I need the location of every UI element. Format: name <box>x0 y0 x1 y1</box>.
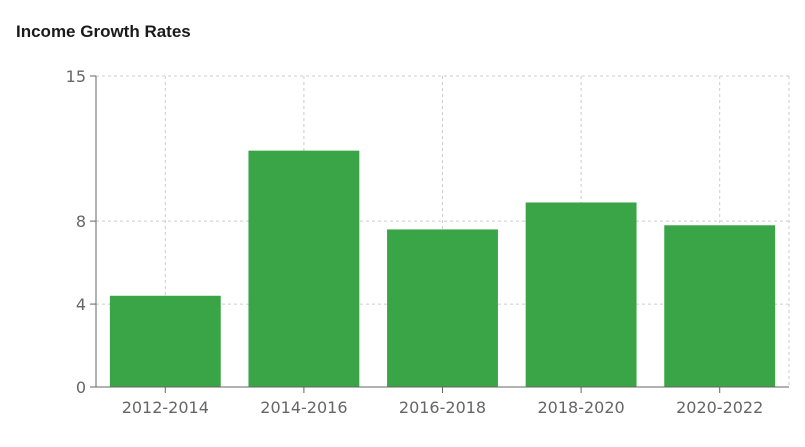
axes <box>90 75 789 393</box>
y-tick-label-3: 15 <box>66 67 86 86</box>
y-tick-label-0: 0 <box>76 378 86 397</box>
x-tick-label-1: 2014-2016 <box>260 398 347 417</box>
bar-2020-2022 <box>664 225 776 387</box>
x-tick-label-2: 2016-2018 <box>399 398 486 417</box>
bar-2012-2014 <box>109 295 221 387</box>
bars <box>109 150 776 387</box>
tick-labels: 0 4 8 15 2012-2014 2014-2016 2016-2018 2018-202… <box>66 67 764 417</box>
y-tick-label-1: 4 <box>76 295 86 314</box>
bar-2014-2016 <box>248 150 360 387</box>
bar-2016-2018 <box>387 229 498 387</box>
y-tick-label-2: 8 <box>76 212 86 231</box>
x-tick-label-0: 2012-2014 <box>122 398 209 417</box>
chart-title: Income Growth Rates <box>16 22 191 41</box>
bar-2018-2020 <box>525 202 637 387</box>
x-tick-label-4: 2020-2022 <box>676 398 763 417</box>
x-tick-label-3: 2018-2020 <box>537 398 624 417</box>
